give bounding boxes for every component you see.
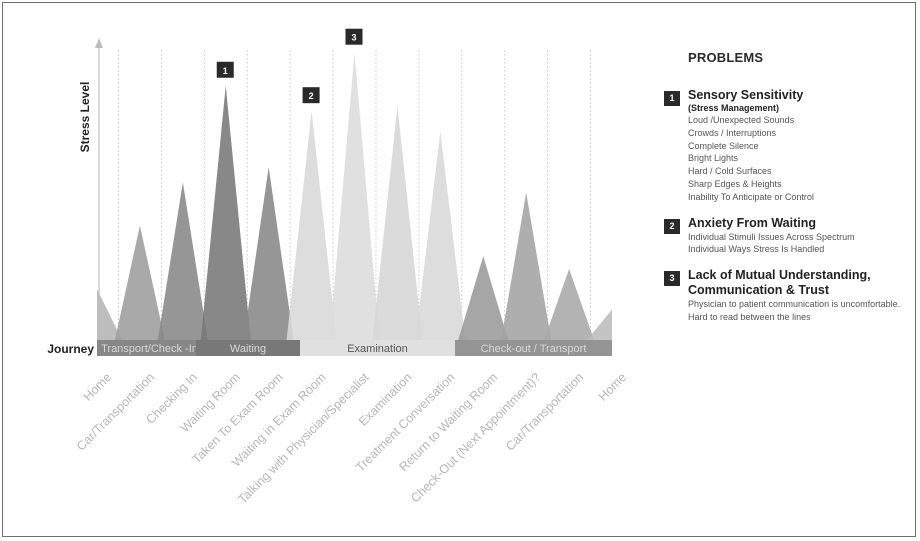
problem-1-heading: Sensory Sensitivity	[688, 88, 804, 102]
phase-label: Examination	[347, 343, 408, 355]
problem-2-heading: Anxiety From Waiting	[688, 215, 817, 230]
stage-label: Home	[596, 370, 630, 404]
problem-1-point: Loud /Unexpected Sounds	[688, 115, 795, 125]
stress-peak	[415, 131, 466, 340]
stress-peak	[200, 85, 251, 340]
problem-2: 2 Anxiety From Waiting Individual Stimul…	[664, 216, 914, 257]
problem-marker-label: 3	[351, 33, 356, 43]
phase-band	[97, 340, 196, 356]
problem-2-point: Individual Stimuli Issues Across Spectru…	[688, 231, 855, 242]
y-axis-label: Stress Level	[78, 82, 92, 153]
stress-peak	[372, 106, 423, 341]
problem-3-heading: Lack of Mutual Understanding,	[688, 268, 871, 283]
stress-peak	[544, 268, 595, 340]
phase-band	[455, 340, 612, 356]
problem-3-badge: 3	[664, 271, 680, 287]
stress-peak	[501, 192, 552, 340]
problems-title: PROBLEMS	[688, 50, 764, 65]
stress-peak	[458, 256, 509, 340]
stage-label: Car/Transportation	[503, 370, 586, 453]
problem-3-heading-line2: Communication & Trust	[688, 283, 829, 298]
problems-panel: PROBLEMS 1 Sensory Sensitivity (Stress M…	[664, 50, 914, 336]
problem-1-subheading: (Stress Management)	[688, 103, 780, 113]
phase-band	[300, 340, 455, 356]
stage-label: Car/Transportation	[74, 370, 157, 453]
stress-peak	[157, 182, 208, 340]
phase-label: Waiting	[230, 343, 266, 355]
phase-label: Transport/Check -In	[101, 343, 198, 355]
stress-peak	[114, 225, 165, 340]
phase-label: Check-out / Transport	[481, 343, 587, 355]
stress-peak	[329, 52, 380, 341]
problem-1-point: Hard / Cold Surfaces	[688, 166, 772, 177]
problem-1: 1 Sensory Sensitivity (Stress Management…	[664, 88, 914, 204]
stress-peak	[587, 309, 612, 340]
problem-1-badge: 1	[664, 91, 680, 106]
problem-2-point: Individual Ways Stress Is Handled	[688, 244, 825, 255]
problem-marker	[216, 61, 234, 78]
problem-2-badge: 2	[664, 218, 680, 234]
problem-3-point: Physician to patient communication is un…	[688, 299, 901, 310]
problem-1-point: Crowds / Interruptions	[688, 127, 777, 138]
problem-marker-label: 1	[223, 66, 228, 76]
problem-1-point: Inability To Anticipate or Control	[688, 191, 814, 202]
phase-band	[196, 340, 300, 356]
y-axis-arrow	[95, 38, 103, 48]
problem-1-point: Sharp Edges & Heights	[688, 178, 782, 189]
stress-peak	[286, 111, 337, 341]
problem-1-point: Complete Silence	[688, 140, 759, 151]
stress-peak	[97, 289, 122, 340]
problem-marker	[345, 28, 363, 45]
x-axis-label: Journey	[47, 342, 94, 356]
problem-1-point: Bright Lights	[688, 153, 739, 164]
problem-3: 3 Lack of Mutual Understanding, Communic…	[664, 268, 914, 324]
problem-marker	[302, 87, 320, 104]
problem-marker-label: 2	[309, 91, 314, 101]
stage-label: Home	[81, 370, 115, 404]
stress-peak	[243, 167, 294, 340]
problem-3-point: Hard to read between the lines	[688, 311, 811, 322]
